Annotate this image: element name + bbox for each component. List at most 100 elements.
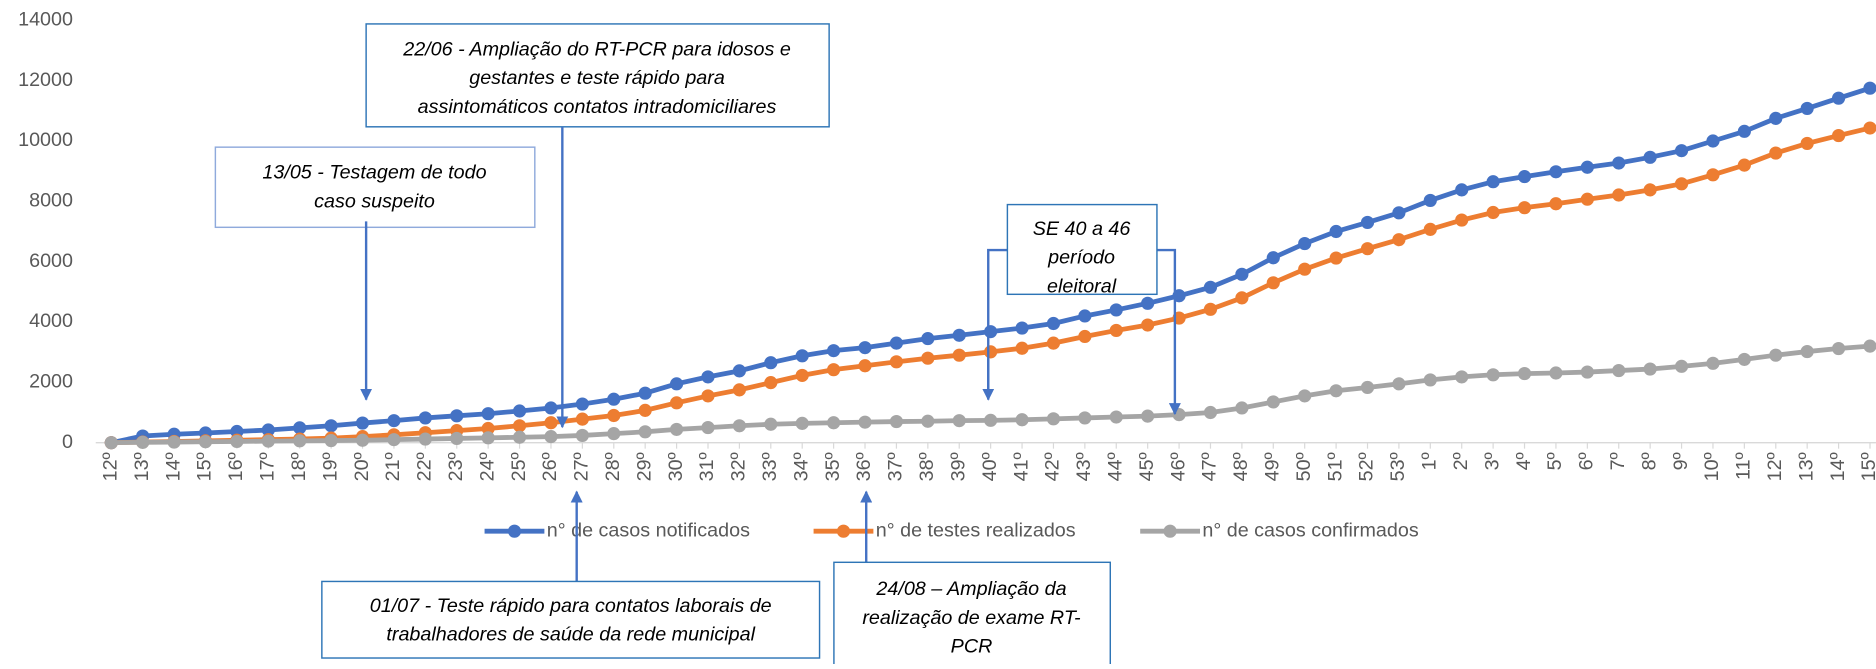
- point: [104, 436, 118, 450]
- point: [1298, 236, 1312, 251]
- point: [952, 348, 966, 362]
- point: [1078, 309, 1092, 323]
- point: [230, 434, 244, 449]
- point: [1423, 222, 1437, 236]
- x-tick-label: 6º: [1576, 452, 1598, 470]
- point: [387, 433, 401, 447]
- point: [1737, 124, 1751, 138]
- point: [481, 421, 495, 436]
- point: [1706, 356, 1720, 370]
- point: [1298, 389, 1312, 403]
- x-tick-label: 14º: [1827, 452, 1849, 481]
- annotation-text: eleitoral: [1047, 275, 1117, 297]
- point: [167, 435, 181, 449]
- point: [1612, 363, 1626, 378]
- annotation-text: 01/07 - Teste rápido para contatos labor…: [370, 595, 772, 617]
- x-tick-label: 51º: [1324, 452, 1346, 481]
- x-tick-label: 3º: [1481, 452, 1503, 470]
- point: [324, 433, 338, 448]
- annotation-text: período: [1047, 247, 1115, 269]
- point: [1078, 329, 1092, 344]
- point: [1078, 411, 1092, 425]
- point: [544, 430, 558, 444]
- point: [1109, 410, 1123, 424]
- y-tick-label: 12000: [18, 69, 73, 91]
- point: [1674, 144, 1689, 158]
- point: [921, 351, 935, 365]
- x-tick-label: 16º: [225, 452, 247, 481]
- point: [607, 427, 621, 441]
- point: [1109, 323, 1123, 338]
- point: [355, 433, 370, 447]
- point: [1737, 352, 1751, 366]
- point: [1769, 146, 1783, 160]
- legend-marker: [836, 524, 851, 538]
- annotation-text: realização de exame RT-: [862, 607, 1081, 629]
- x-tick-label: 18º: [288, 452, 310, 481]
- x-tick-label: 39º: [947, 452, 969, 481]
- point: [1549, 165, 1563, 179]
- x-tick-label: 48º: [1230, 452, 1252, 481]
- point: [1360, 380, 1375, 395]
- point: [827, 363, 841, 377]
- series-line: [110, 85, 1871, 446]
- point: [575, 412, 589, 426]
- point: [1643, 362, 1657, 376]
- point: [1674, 177, 1689, 191]
- x-tick-label: 8º: [1638, 452, 1660, 470]
- plot: 0 2000 4000 6000 8000 10000 12000 14000 12º 13º 14…: [18, 9, 1876, 541]
- x-tick-label: 11º: [1733, 452, 1755, 480]
- y-tick-label: 14000: [18, 9, 73, 31]
- point: [670, 377, 684, 391]
- point: [450, 409, 464, 423]
- x-tick-label: 46º: [1167, 452, 1189, 481]
- x-tick-label: 15º: [194, 452, 216, 481]
- point: [544, 416, 558, 430]
- x-tick-label: 26º: [539, 452, 561, 481]
- x-tick-label: 34º: [790, 452, 812, 481]
- annotation-text: 24/08 – Ampliação da: [875, 578, 1066, 600]
- x-tick-label: 42º: [1042, 452, 1064, 481]
- point: [1769, 348, 1783, 362]
- annotation-text: 13/05 - Testagem de todo: [262, 162, 486, 184]
- point: [261, 434, 275, 448]
- point: [1266, 251, 1280, 265]
- x-tick-label: 12º: [100, 452, 122, 481]
- point: [1235, 291, 1249, 305]
- point: [1486, 368, 1500, 382]
- point: [1706, 168, 1720, 182]
- x-tick-label: 19º: [319, 452, 341, 481]
- point: [1392, 377, 1406, 391]
- point: [921, 332, 935, 346]
- point: [952, 414, 966, 428]
- point: [638, 425, 652, 439]
- point: [1298, 262, 1312, 276]
- point: [764, 356, 778, 370]
- x-tick-label: 15º: [1858, 452, 1876, 481]
- x-tick-label: 33º: [759, 452, 781, 481]
- point: [764, 376, 778, 390]
- point: [670, 422, 684, 436]
- annotation-text: assintomáticos contatos intradomiciliare…: [418, 96, 777, 118]
- point: [355, 416, 370, 430]
- annotation-text: caso suspeito: [314, 190, 435, 212]
- point: [1455, 370, 1469, 384]
- point: [293, 434, 307, 448]
- point: [1141, 318, 1155, 332]
- point: [1517, 170, 1532, 184]
- annotation-box: [365, 23, 830, 128]
- point: [732, 383, 746, 397]
- point: [1423, 193, 1437, 208]
- legend-marker: [1163, 524, 1177, 538]
- point: [1517, 367, 1532, 381]
- x-tick-label: 5º: [1544, 452, 1566, 470]
- x-tick-label: 24º: [476, 452, 498, 481]
- point: [1015, 413, 1029, 427]
- point: [732, 419, 746, 433]
- legend-label: n° de casos notificados: [547, 519, 750, 541]
- x-tick-label: 47º: [1199, 452, 1221, 481]
- point: [544, 401, 558, 415]
- legend-marker: [507, 524, 522, 538]
- point: [1517, 201, 1532, 215]
- x-tick-label: 2º: [1450, 452, 1472, 470]
